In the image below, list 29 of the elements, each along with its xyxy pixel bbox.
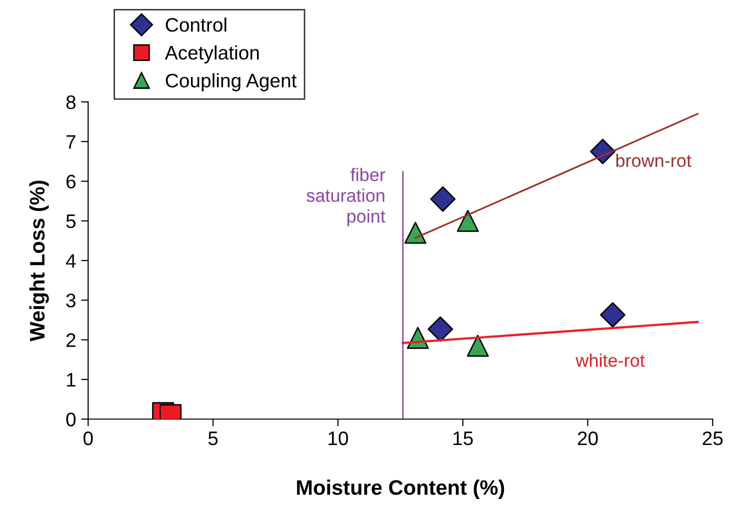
point <box>466 334 489 357</box>
point <box>430 186 456 212</box>
x-axis-title: Moisture Content (%) <box>297 480 504 500</box>
y-axis-title: Weight Loss (%) <box>29 180 49 342</box>
x-tick-label: 0 <box>84 431 93 446</box>
point <box>428 316 454 342</box>
y-tick-label: 2 <box>66 333 76 347</box>
y-tick-label: 0 <box>66 412 76 426</box>
y-tick-label: 8 <box>66 95 76 110</box>
annotation: brown-rot <box>616 154 692 168</box>
y-tick-label: 5 <box>66 214 76 228</box>
legend-label: Control <box>166 18 226 32</box>
y-tick-label: 1 <box>67 373 76 387</box>
point <box>456 210 479 232</box>
ref-line-label: fiber saturation point <box>306 168 386 226</box>
annotation: white-rot <box>576 354 645 367</box>
y-tick-label: 6 <box>66 174 76 188</box>
y-tick-label: 3 <box>66 294 76 308</box>
x-tick-label: 5 <box>208 432 218 446</box>
legend-label: Acetylation <box>164 45 259 64</box>
legend-label: Coupling Agent <box>166 73 297 92</box>
y-tick-label: 7 <box>66 135 76 149</box>
y-tick-label: 4 <box>66 254 76 268</box>
point <box>404 222 426 244</box>
point <box>600 302 626 328</box>
x-tick-label: 15 <box>454 432 473 446</box>
x-tick-label: 20 <box>578 431 598 446</box>
x-tick-label: 10 <box>328 431 348 446</box>
x-tick-label: 25 <box>702 431 723 446</box>
